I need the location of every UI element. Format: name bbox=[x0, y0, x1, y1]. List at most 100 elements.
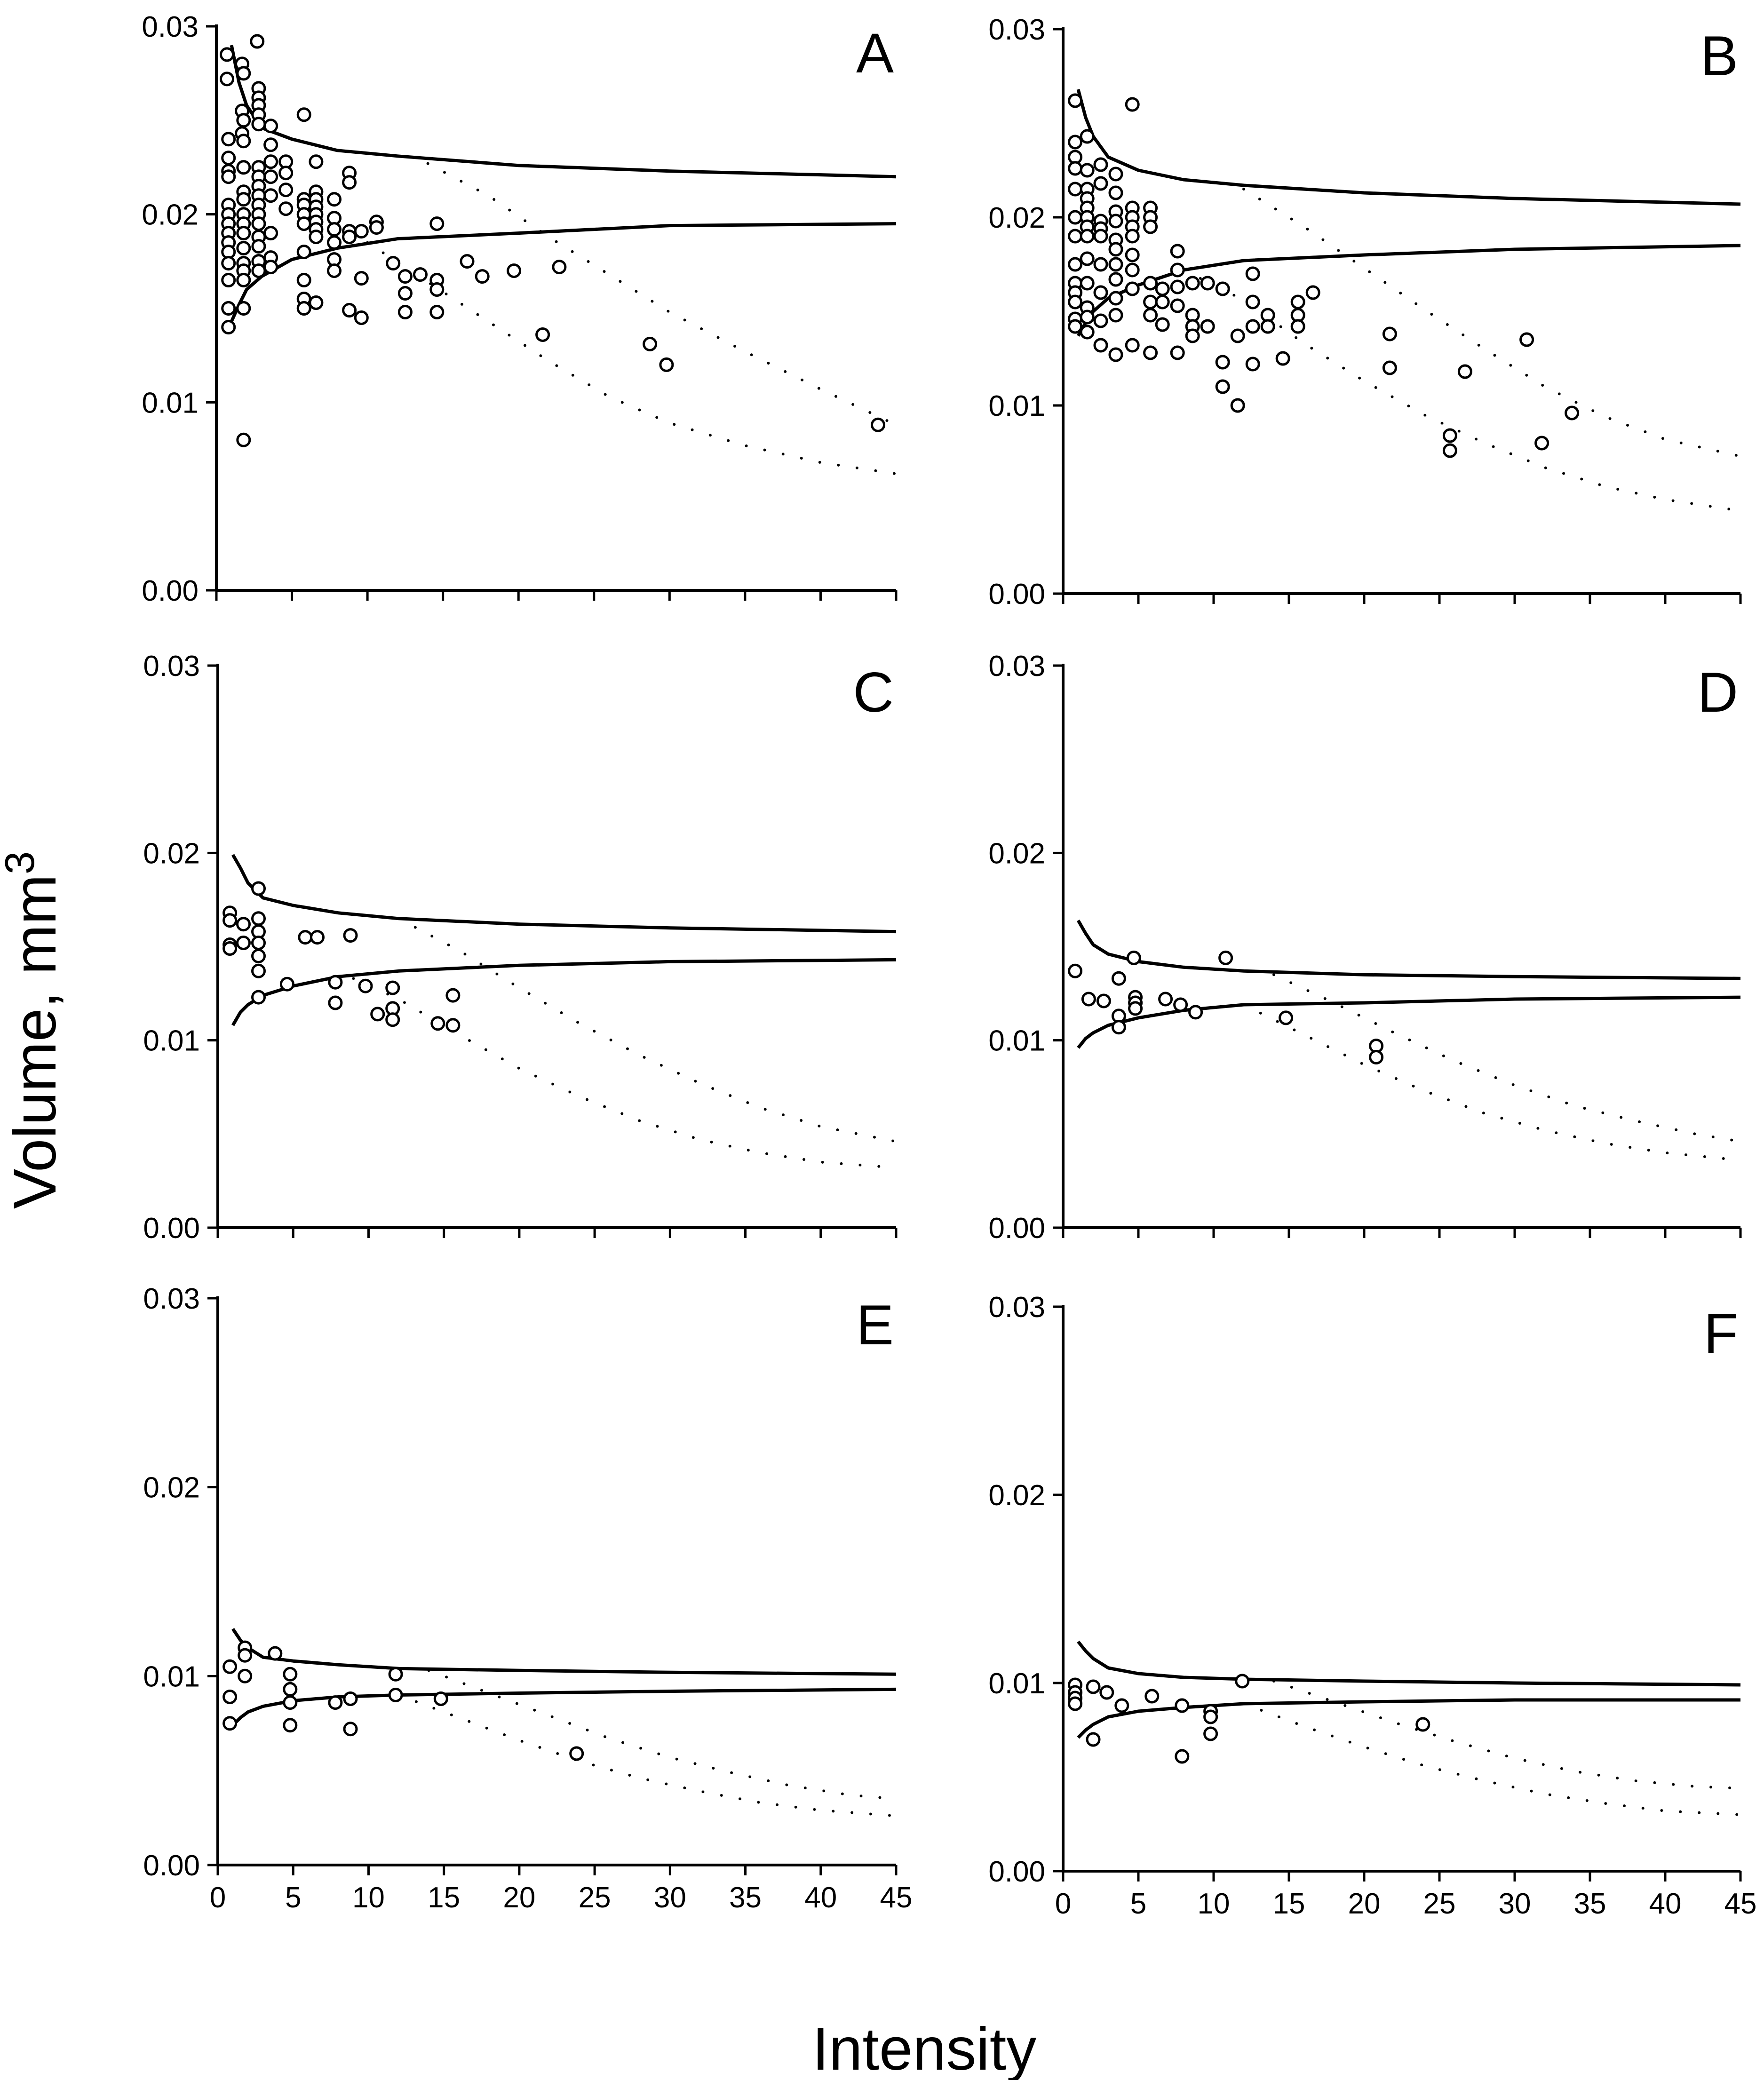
data-point bbox=[1068, 229, 1083, 244]
data-point bbox=[283, 1695, 298, 1710]
data-point bbox=[1108, 185, 1123, 200]
data-point bbox=[1143, 276, 1158, 291]
x-tick-label: 45 bbox=[880, 1882, 913, 1914]
data-point bbox=[1108, 257, 1123, 272]
data-point bbox=[236, 936, 251, 950]
data-point bbox=[221, 151, 236, 166]
data-point bbox=[1170, 244, 1185, 259]
data-point bbox=[1068, 93, 1083, 108]
data-point bbox=[1080, 129, 1095, 144]
data-point bbox=[1125, 97, 1140, 112]
y-tick-label: 0.03 bbox=[988, 14, 1045, 46]
data-point bbox=[1369, 1050, 1384, 1064]
y-tick-label: 0.00 bbox=[143, 1850, 200, 1882]
data-point bbox=[221, 256, 236, 271]
data-point bbox=[1143, 345, 1158, 360]
upper-dotted-curve bbox=[397, 917, 898, 1143]
data-point bbox=[397, 269, 413, 284]
data-point bbox=[445, 988, 461, 1003]
y-tick-label: 0.02 bbox=[143, 837, 200, 870]
data-point bbox=[1125, 247, 1140, 262]
data-point bbox=[251, 263, 266, 278]
data-point bbox=[429, 216, 445, 231]
data-point bbox=[1093, 338, 1108, 353]
data-point bbox=[1275, 351, 1290, 366]
data-point bbox=[222, 1716, 238, 1731]
data-point bbox=[1290, 319, 1305, 334]
data-point bbox=[1080, 251, 1095, 266]
data-point bbox=[222, 941, 238, 956]
y-axis-title-text: Volume, mm bbox=[1, 874, 69, 1209]
data-point bbox=[385, 1012, 400, 1027]
data-point bbox=[1068, 257, 1083, 272]
y-tick-label: 0.01 bbox=[988, 1025, 1045, 1057]
data-point bbox=[221, 169, 236, 184]
data-point bbox=[296, 107, 311, 122]
data-point bbox=[871, 417, 885, 432]
data-point bbox=[251, 216, 266, 231]
y-tick-label: 0.00 bbox=[143, 1212, 200, 1245]
data-point bbox=[279, 976, 294, 992]
data-point bbox=[222, 913, 238, 928]
y-tick-label: 0.01 bbox=[143, 1660, 200, 1693]
data-point bbox=[1519, 332, 1534, 347]
data-point bbox=[1245, 266, 1260, 281]
data-point bbox=[220, 71, 234, 87]
data-point bbox=[250, 34, 265, 49]
data-point bbox=[236, 113, 251, 128]
data-point bbox=[283, 1718, 298, 1733]
data-point bbox=[298, 930, 313, 945]
data-point bbox=[1155, 281, 1170, 296]
data-point bbox=[263, 137, 278, 152]
data-point bbox=[328, 975, 343, 990]
data-point bbox=[309, 154, 324, 169]
data-point bbox=[296, 216, 311, 231]
data-point bbox=[278, 183, 294, 198]
data-point bbox=[309, 230, 324, 245]
data-point bbox=[1245, 319, 1260, 334]
data-point bbox=[1093, 313, 1108, 328]
data-point bbox=[1215, 379, 1230, 394]
data-point bbox=[535, 327, 550, 342]
data-point bbox=[221, 132, 236, 147]
data-point bbox=[1068, 319, 1083, 334]
data-point bbox=[251, 239, 266, 254]
y-tick-label: 0.01 bbox=[988, 390, 1045, 422]
data-point bbox=[342, 175, 357, 190]
data-point bbox=[236, 160, 251, 175]
y-tick-label: 0.02 bbox=[143, 1472, 200, 1504]
data-point bbox=[221, 320, 236, 334]
data-point bbox=[221, 301, 236, 316]
x-tick-label: 20 bbox=[503, 1882, 535, 1914]
data-point bbox=[251, 911, 266, 926]
y-axis-title-superscript: 3 bbox=[0, 851, 43, 874]
data-point bbox=[343, 1722, 358, 1737]
panel-c: 0.00 0.01 0.02 0.03 C bbox=[143, 650, 898, 1245]
y-tick-label: 0.00 bbox=[988, 1856, 1045, 1888]
lower-dotted-curve bbox=[397, 1693, 898, 1818]
upper-limit-line bbox=[1076, 89, 1741, 206]
data-point bbox=[1175, 1749, 1190, 1764]
lower-limit-line bbox=[231, 958, 897, 1026]
data-point bbox=[251, 881, 266, 896]
data-point bbox=[263, 169, 278, 184]
x-tick-label: 45 bbox=[1724, 1888, 1757, 1920]
lower-limit-line bbox=[1077, 1698, 1740, 1739]
data-point bbox=[1442, 428, 1457, 443]
data-point bbox=[1068, 161, 1083, 176]
data-point bbox=[1230, 328, 1245, 343]
upper-dotted-curve bbox=[426, 162, 898, 427]
data-point bbox=[397, 305, 413, 319]
data-point bbox=[263, 226, 278, 241]
data-point bbox=[1170, 298, 1185, 313]
data-point bbox=[552, 260, 567, 275]
x-tick-label: 0 bbox=[1055, 1888, 1071, 1920]
x-tick-label: 30 bbox=[654, 1882, 686, 1914]
data-point bbox=[251, 936, 266, 950]
data-point bbox=[1230, 398, 1245, 413]
y-tick-label: 0.01 bbox=[142, 387, 199, 419]
data-point bbox=[236, 192, 251, 207]
data-point bbox=[1155, 294, 1170, 310]
data-point bbox=[236, 134, 251, 149]
